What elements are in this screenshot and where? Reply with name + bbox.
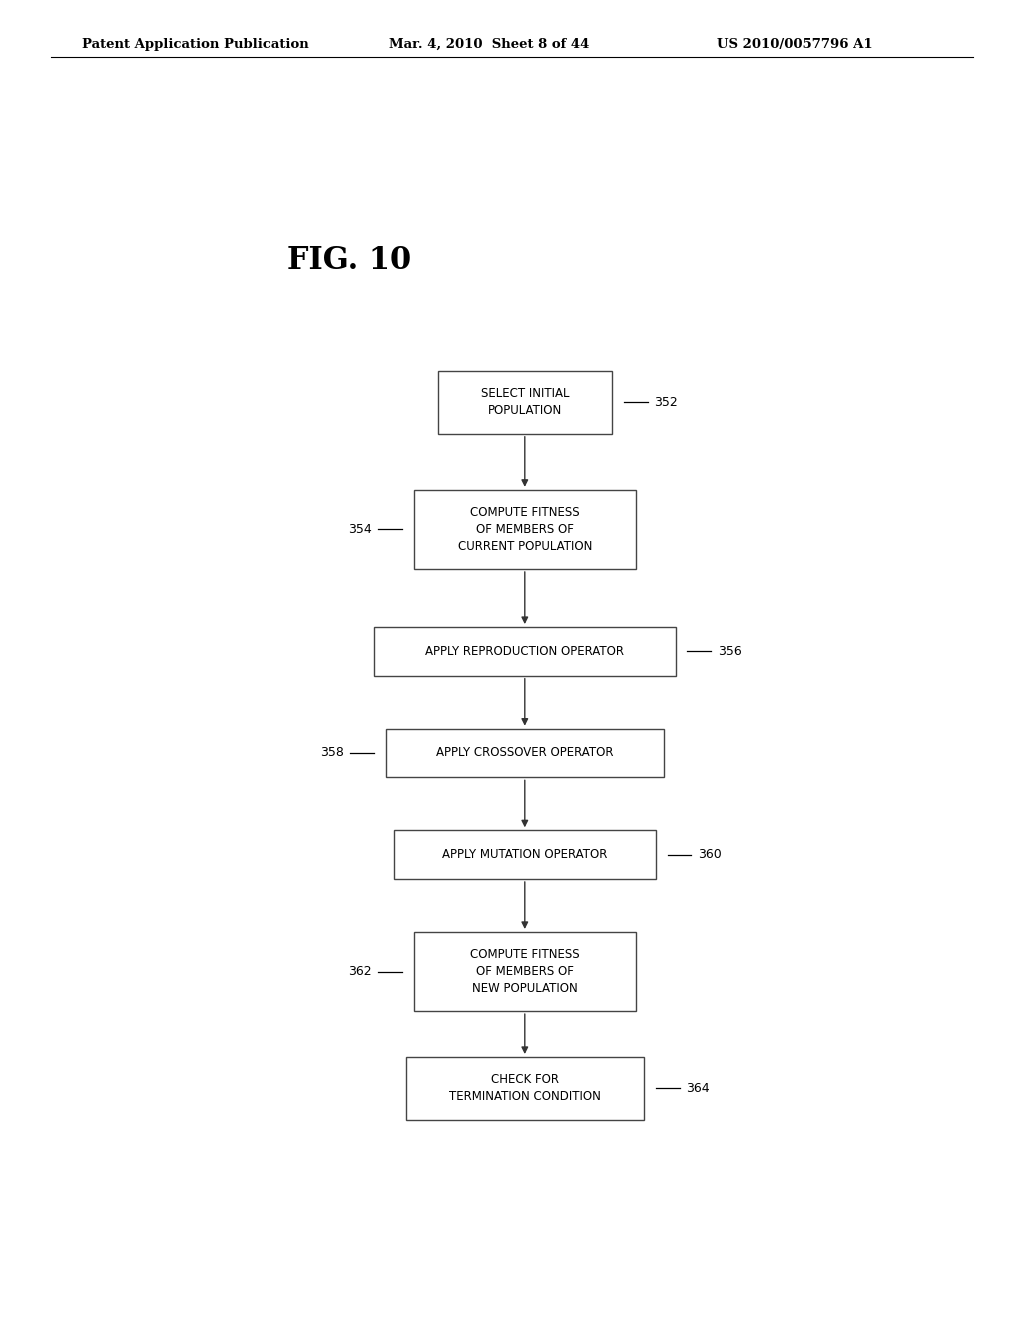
Text: COMPUTE FITNESS
OF MEMBERS OF
NEW POPULATION: COMPUTE FITNESS OF MEMBERS OF NEW POPULA… [470, 948, 580, 995]
Text: 358: 358 [319, 747, 344, 759]
Text: APPLY MUTATION OPERATOR: APPLY MUTATION OPERATOR [442, 849, 607, 861]
Text: 364: 364 [686, 1082, 710, 1094]
Text: FIG. 10: FIG. 10 [287, 244, 411, 276]
FancyBboxPatch shape [414, 932, 636, 1011]
Text: Mar. 4, 2010  Sheet 8 of 44: Mar. 4, 2010 Sheet 8 of 44 [389, 37, 590, 50]
Text: SELECT INITIAL
POPULATION: SELECT INITIAL POPULATION [480, 387, 569, 417]
FancyBboxPatch shape [394, 830, 655, 879]
Text: 360: 360 [697, 849, 722, 861]
FancyBboxPatch shape [374, 627, 676, 676]
Text: Patent Application Publication: Patent Application Publication [82, 37, 308, 50]
FancyBboxPatch shape [386, 729, 664, 777]
Text: 352: 352 [654, 396, 678, 409]
Text: US 2010/0057796 A1: US 2010/0057796 A1 [717, 37, 872, 50]
Text: 356: 356 [718, 645, 741, 657]
Text: APPLY CROSSOVER OPERATOR: APPLY CROSSOVER OPERATOR [436, 747, 613, 759]
Text: 362: 362 [348, 965, 372, 978]
Text: APPLY REPRODUCTION OPERATOR: APPLY REPRODUCTION OPERATOR [425, 645, 625, 657]
Text: 354: 354 [348, 523, 372, 536]
FancyBboxPatch shape [414, 490, 636, 569]
FancyBboxPatch shape [406, 1057, 644, 1119]
Text: CHECK FOR
TERMINATION CONDITION: CHECK FOR TERMINATION CONDITION [449, 1073, 601, 1104]
FancyBboxPatch shape [437, 371, 612, 434]
Text: COMPUTE FITNESS
OF MEMBERS OF
CURRENT POPULATION: COMPUTE FITNESS OF MEMBERS OF CURRENT PO… [458, 506, 592, 553]
